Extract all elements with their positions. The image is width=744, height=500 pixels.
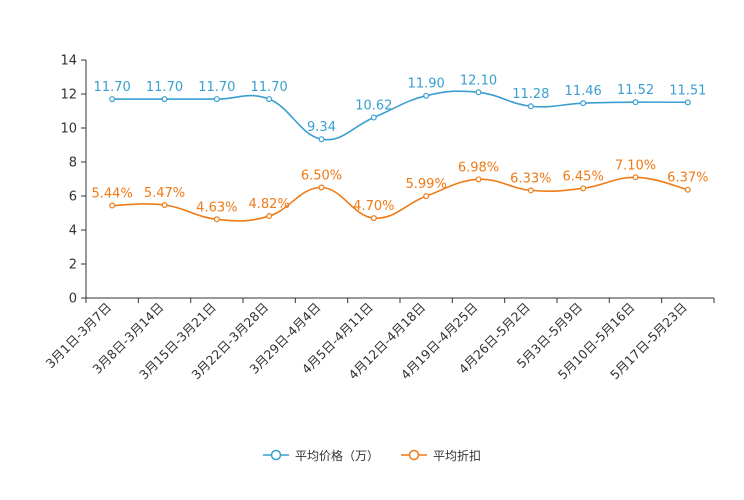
legend-price-swatch-icon (262, 449, 289, 461)
y-tick-label: 4 (69, 224, 77, 239)
series-0-data-label: 10.62 (355, 98, 392, 113)
legend-item-price[interactable]: 平均价格（万） (262, 447, 379, 464)
series-0-data-label: 11.70 (146, 80, 183, 95)
series-0-point (632, 99, 639, 106)
series-1-point (632, 174, 639, 181)
series-1-data-label: 5.44% (92, 187, 133, 202)
series-1-point (475, 176, 482, 183)
series-1-point (318, 184, 325, 191)
series-0-data-label: 11.70 (198, 80, 235, 95)
y-tick-label: 10 (60, 122, 77, 137)
series-0-point (475, 89, 482, 96)
series-1-data-label: 4.63% (196, 200, 237, 215)
y-tick-label: 14 (60, 54, 77, 69)
series-1-point (213, 216, 220, 223)
series-0-point (109, 96, 116, 103)
series-line-0 (112, 90, 688, 141)
y-tick-label: 0 (69, 292, 77, 307)
series-0-data-label: 12.10 (460, 73, 497, 88)
series-0-point (213, 96, 220, 103)
series-0-data-label: 11.46 (565, 84, 602, 99)
y-tick-label: 2 (69, 258, 77, 273)
series-0-point (370, 114, 377, 121)
legend-discount-swatch-icon (401, 449, 427, 461)
legend-discount-label: 平均折扣 (433, 448, 482, 463)
series-0-point (423, 92, 430, 99)
series-0-data-label: 11.28 (512, 87, 549, 102)
series-0-point (684, 99, 691, 106)
series-1-point (109, 202, 116, 209)
y-tick-label: 8 (69, 156, 77, 171)
series-1-data-label: 6.45% (563, 169, 604, 184)
series-1-point (370, 215, 377, 222)
series-0-data-label: 11.52 (617, 83, 654, 98)
series-1-data-label: 5.99% (406, 177, 447, 192)
y-tick-label: 12 (60, 88, 77, 103)
series-0-point (318, 136, 325, 143)
series-1-point (527, 187, 534, 194)
series-1-data-label: 5.47% (144, 186, 185, 201)
y-tick-label: 6 (69, 190, 77, 205)
series-1-point (266, 213, 273, 220)
series-1-data-label: 6.33% (510, 171, 551, 186)
legend-price-label: 平均价格（万） (294, 448, 379, 463)
series-1-data-label: 7.10% (615, 158, 656, 173)
series-1-point (580, 185, 587, 192)
series-1-data-label: 4.82% (249, 197, 290, 212)
series-0-data-label: 9.34 (307, 120, 336, 135)
series-1-point (423, 193, 430, 200)
series-0-data-label: 11.51 (669, 83, 706, 98)
series-0-point (266, 96, 273, 103)
legend-item-discount[interactable]: 平均折扣 (401, 447, 481, 464)
series-1-data-label: 4.70% (353, 199, 394, 214)
series-0-point (161, 96, 168, 103)
series-1-data-label: 6.37% (667, 171, 708, 186)
series-0-data-label: 11.70 (251, 80, 288, 95)
series-0-point (527, 103, 534, 110)
series-0-data-label: 11.70 (94, 80, 131, 95)
series-1-point (684, 186, 691, 193)
chart-legend: 平均价格（万） 平均折扣 (0, 444, 744, 466)
series-0-point (580, 100, 587, 107)
series-1-point (161, 202, 168, 209)
series-0-data-label: 11.90 (408, 77, 445, 92)
series-1-data-label: 6.98% (458, 160, 499, 175)
series-1-data-label: 6.50% (301, 169, 342, 184)
